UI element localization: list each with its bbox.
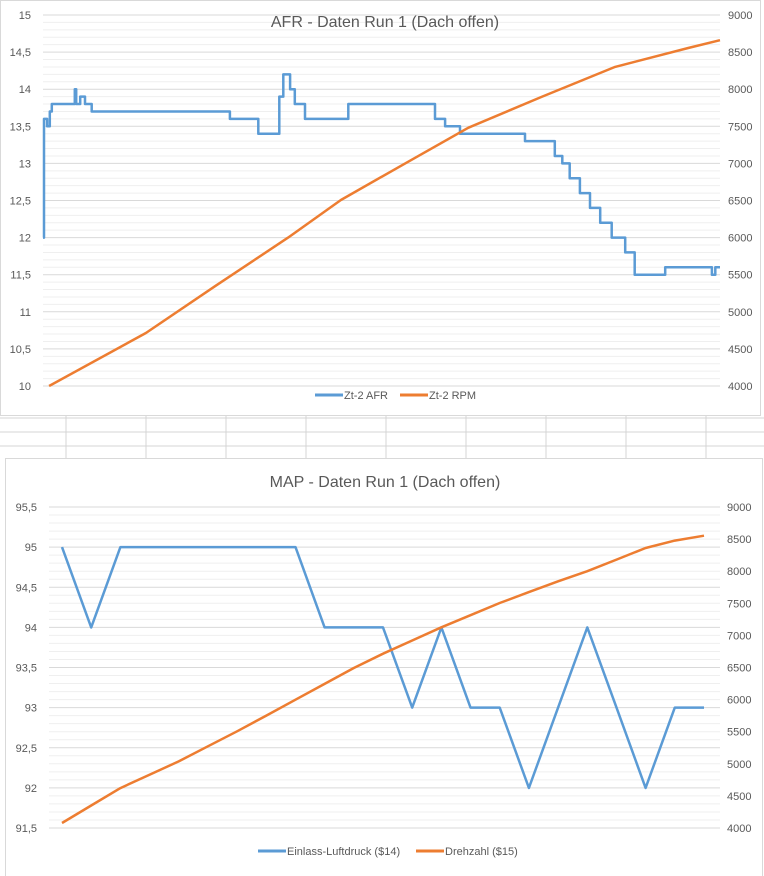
y-axis-tick-label: 92 (25, 783, 37, 795)
y-axis-tick-label: 12,5 (10, 196, 31, 208)
y-axis-tick-label: 14,5 (10, 47, 31, 59)
y2-axis-tick-label: 5500 (727, 727, 751, 739)
chart-title: MAP - Daten Run 1 (Dach offen) (270, 474, 501, 491)
y2-axis-tick-label: 8000 (728, 84, 752, 96)
legend-label: Einlass-Luftdruck ($14) (287, 846, 400, 858)
y-axis-tick-label: 14 (19, 84, 31, 96)
y2-axis-tick-label: 9000 (728, 10, 752, 22)
y2-axis-tick-label: 5000 (727, 759, 751, 771)
y-axis-tick-label: 10,5 (10, 344, 31, 356)
y2-axis-tick-label: 4000 (728, 381, 752, 393)
y-axis-tick-label: 94,5 (16, 582, 37, 594)
y2-axis-tick-label: 5000 (728, 307, 752, 319)
y2-axis-tick-label: 8000 (727, 566, 751, 578)
y-axis-tick-label: 11,5 (10, 270, 31, 282)
y-axis-tick-label: 93 (25, 703, 37, 715)
y-axis-tick-label: 15 (19, 10, 31, 22)
y-axis-tick-label: 91,5 (16, 823, 37, 835)
y2-axis-tick-label: 4500 (727, 791, 751, 803)
y2-axis-tick-label: 9000 (727, 502, 751, 514)
y2-axis-tick-label: 6000 (728, 233, 752, 245)
series-line-drehzahl-15 (61, 534, 705, 825)
y-axis-tick-label: 95 (25, 542, 37, 554)
y2-axis-tick-label: 7000 (727, 630, 751, 642)
y2-axis-tick-label: 4500 (728, 344, 752, 356)
y2-axis-tick-label: 7500 (727, 598, 751, 610)
series-line-zt-2-rpm (48, 38, 721, 388)
chart-title: AFR - Daten Run 1 (Dach offen) (271, 14, 499, 31)
y2-axis-tick-label: 5500 (728, 270, 752, 282)
y-axis-tick-label: 10 (19, 381, 31, 393)
y2-axis-tick-label: 8500 (727, 534, 751, 546)
y-axis-tick-label: 94 (25, 622, 37, 634)
y-axis-tick-label: 11 (20, 307, 31, 319)
legend-label: Drehzahl ($15) (445, 846, 518, 858)
y-axis-tick-label: 13,5 (10, 121, 31, 133)
legend-label: Zt-2 AFR (344, 390, 388, 402)
y2-axis-tick-label: 8500 (728, 47, 752, 59)
y2-axis-tick-label: 7000 (728, 158, 752, 170)
y-axis-tick-label: 95,5 (16, 502, 37, 514)
y-axis-tick-label: 12 (19, 233, 31, 245)
y-axis-tick-label: 13 (19, 158, 31, 170)
y-axis-tick-label: 93,5 (16, 663, 37, 675)
series-line-zt-2-afr (42, 73, 720, 276)
y2-axis-tick-label: 6000 (727, 695, 751, 707)
y2-axis-tick-label: 4000 (727, 823, 751, 835)
y2-axis-tick-label: 7500 (728, 121, 752, 133)
series-line-einlass-luftdruck-14 (60, 545, 704, 790)
y-axis-tick-label: 92,5 (16, 743, 37, 755)
y2-axis-tick-label: 6500 (727, 663, 751, 675)
legend-label: Zt-2 RPM (429, 390, 476, 402)
y2-axis-tick-label: 6500 (728, 196, 752, 208)
